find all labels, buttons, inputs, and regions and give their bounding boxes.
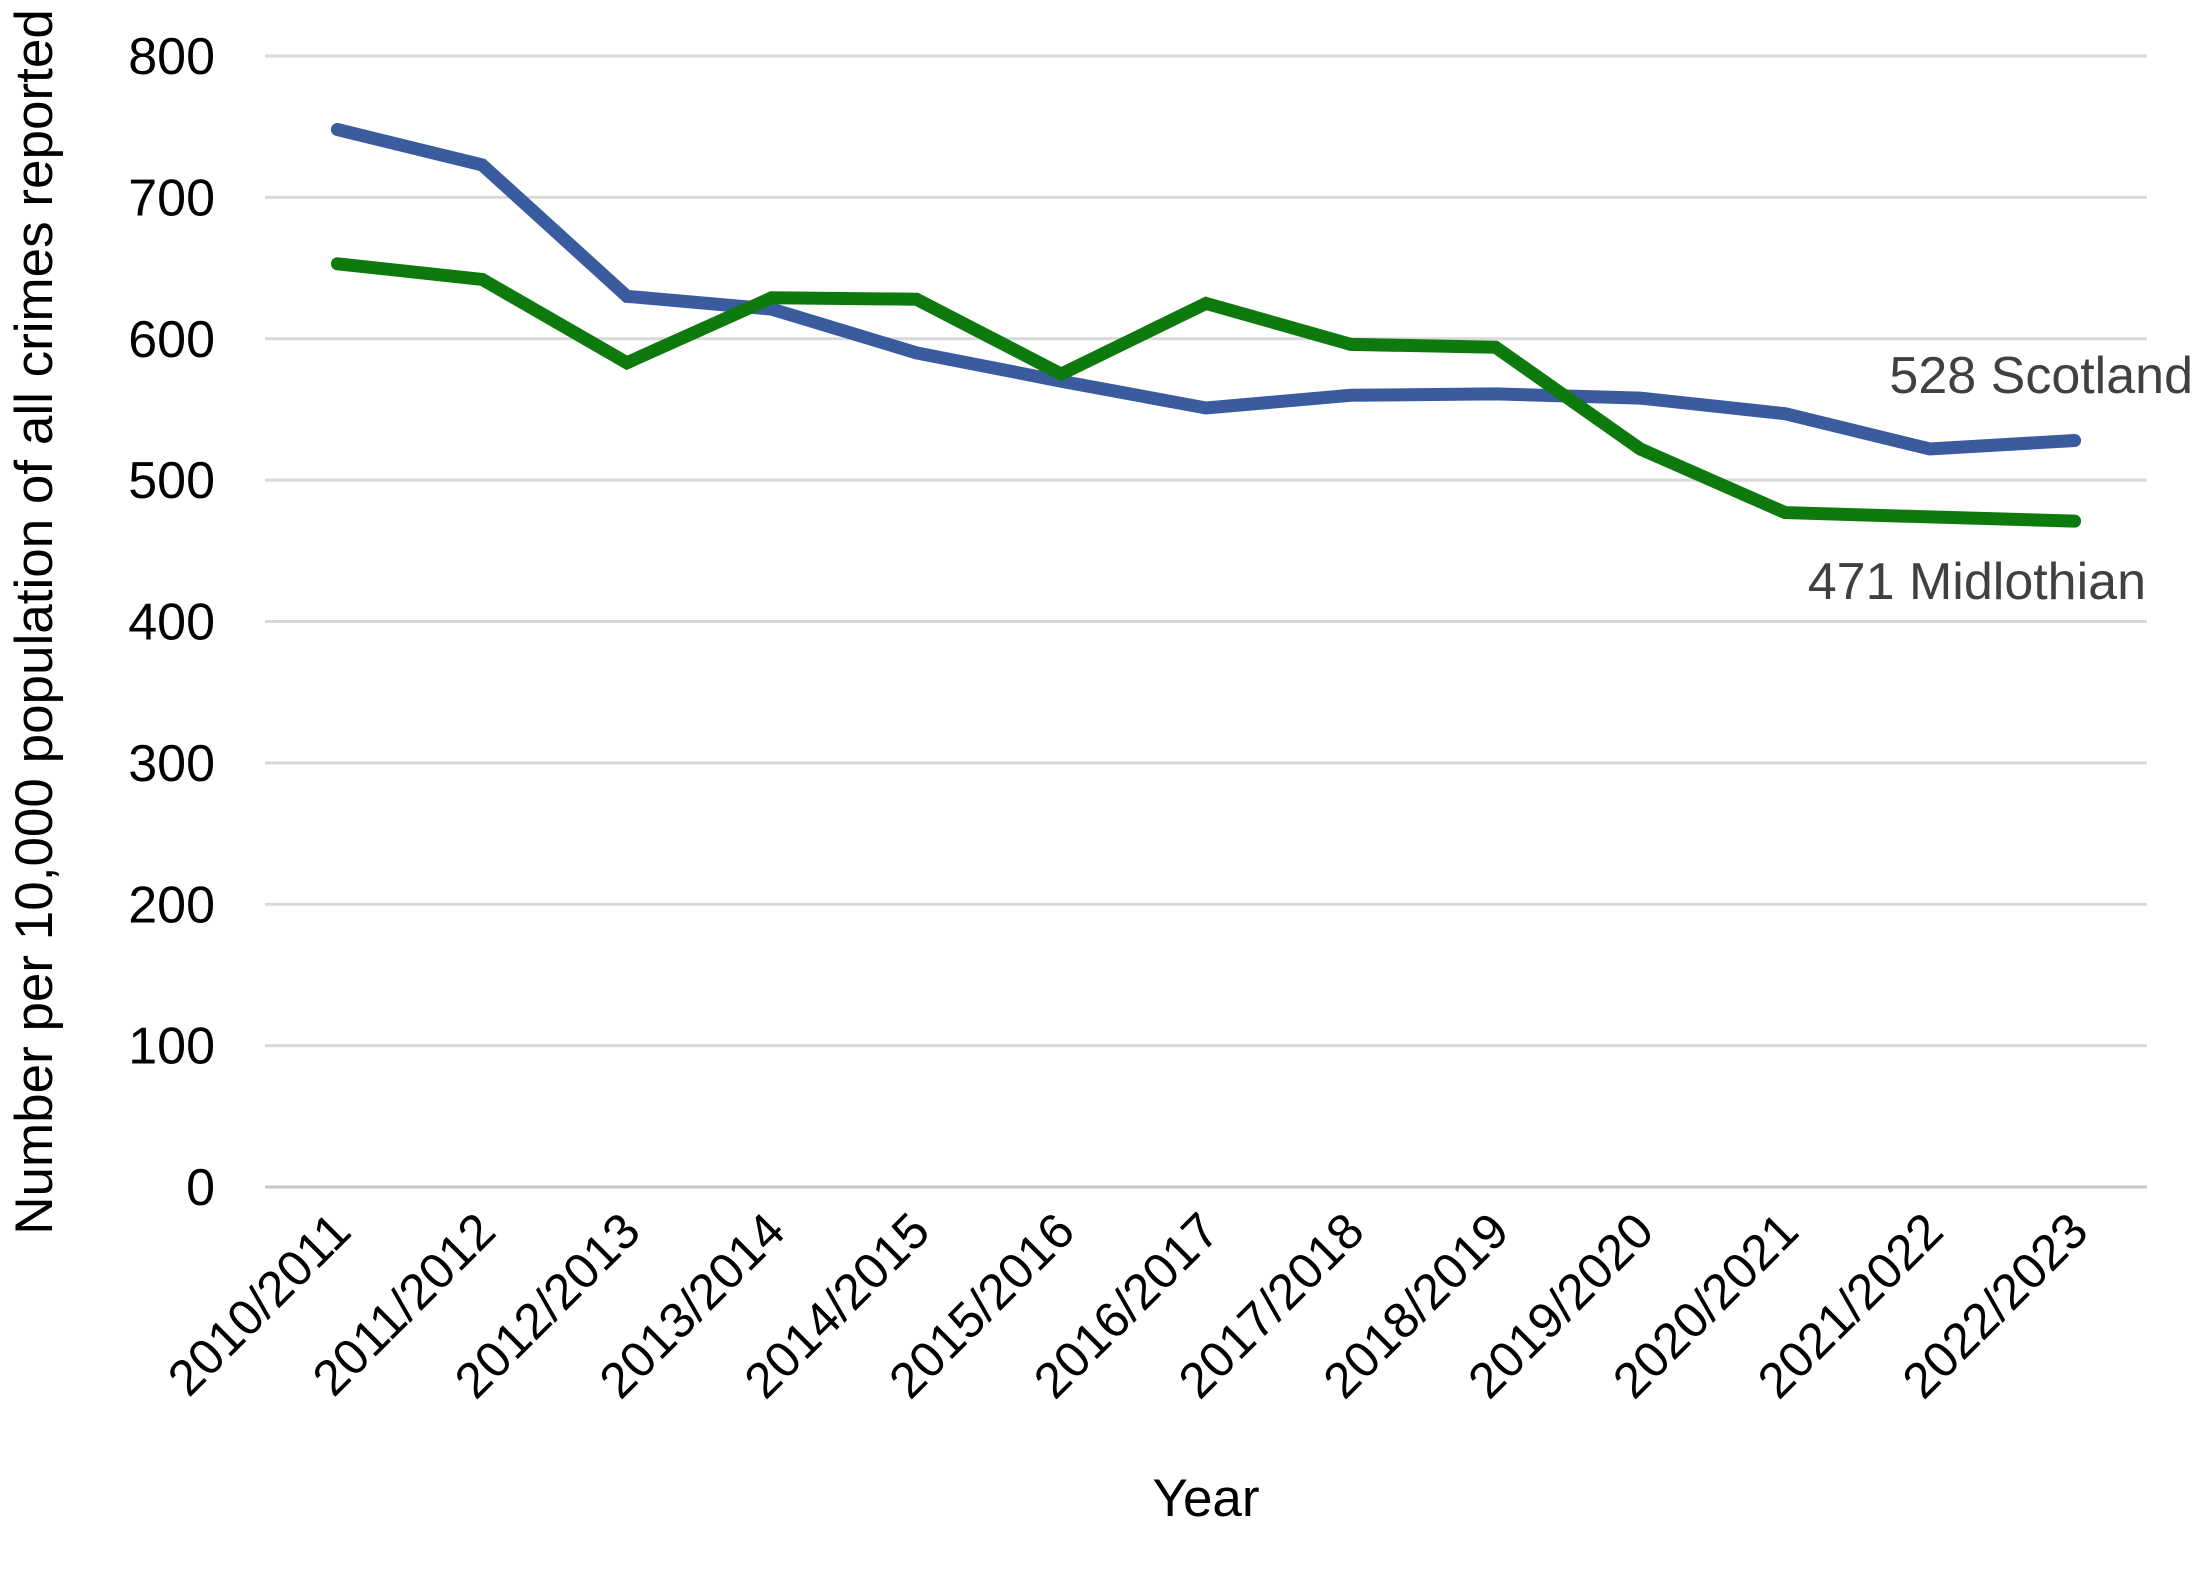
y-tick-label-0: 0 (186, 1159, 215, 1217)
series-line-midlothian (330, 257, 2082, 528)
y-axis-tick-labels: 0 100 200 300 400 500 600 700 800 (128, 28, 215, 1217)
x-axis-title: Year (1152, 1469, 1259, 1528)
scotland-series-end-label: 528 Scotland (1889, 347, 2193, 405)
y-tick-label-400: 400 (128, 594, 215, 652)
y-tick-label-500: 500 (128, 452, 215, 510)
midlothian-series-end-label: 471 Midlothian (1808, 553, 2146, 611)
y-tick-label-200: 200 (128, 876, 215, 934)
y-axis-title: Number per 10,000 population of all crim… (5, 9, 64, 1235)
x-axis-tick-labels: 2010/20112011/20122012/20132013/20142014… (157, 1202, 2098, 1409)
y-tick-label-300: 300 (128, 735, 215, 793)
y-tick-label-800: 800 (128, 28, 215, 86)
y-tick-label-700: 700 (128, 169, 215, 227)
series-lines (330, 123, 2082, 528)
y-tick-label-100: 100 (128, 1018, 215, 1076)
series-line-scotland (330, 123, 2082, 456)
y-tick-label-600: 600 (128, 311, 215, 369)
